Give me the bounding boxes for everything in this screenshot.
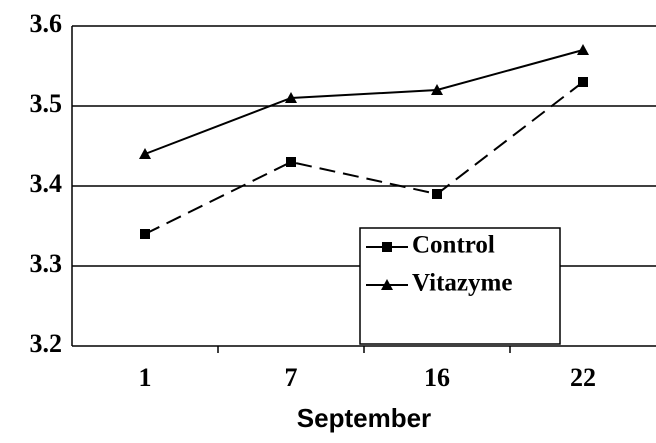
marker	[286, 157, 296, 167]
y-tick-label: 3.4	[30, 169, 63, 198]
marker	[577, 44, 589, 55]
x-tick-label: 1	[139, 363, 152, 392]
marker	[140, 229, 150, 239]
legend-label: Vitazyme	[412, 270, 512, 297]
y-tick-label: 3.5	[30, 89, 63, 118]
y-tick-label: 3.6	[30, 9, 63, 38]
y-tick-label: 3.2	[30, 329, 63, 358]
marker	[382, 242, 392, 252]
marker	[431, 84, 443, 95]
x-tick-label: 16	[424, 363, 450, 392]
series-line	[144, 49, 584, 155]
series-line	[144, 81, 584, 235]
y-tick-label: 3.3	[30, 249, 63, 278]
marker	[578, 77, 588, 87]
marker	[381, 279, 393, 290]
legend-label: Control	[412, 232, 495, 259]
marker	[432, 189, 442, 199]
marker	[139, 148, 151, 159]
x-tick-label: 7	[285, 363, 298, 392]
x-axis-label: September	[297, 403, 431, 433]
marker	[285, 92, 297, 103]
x-tick-label: 22	[570, 363, 596, 392]
